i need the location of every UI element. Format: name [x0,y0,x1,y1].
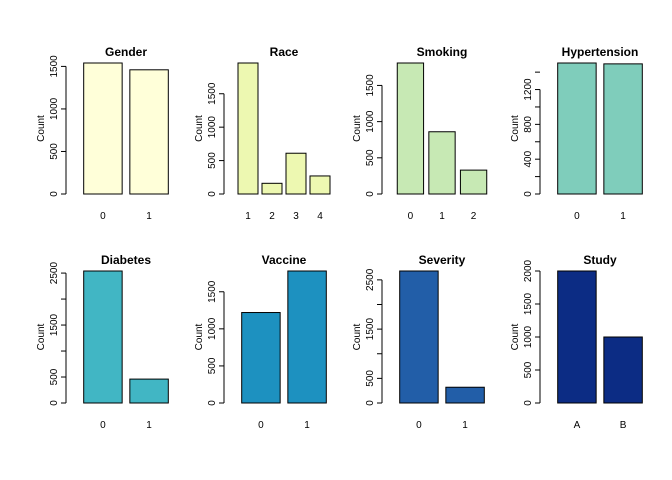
y-tick-label: 2500 [49,262,60,285]
bar-2 [261,182,283,195]
y-tick-label: 0 [49,400,60,406]
y-tick-label: 400 [523,150,534,167]
x-tick-label: B [620,420,627,431]
y-tick-label: 2000 [523,259,534,282]
y-axis-label: Count [510,115,521,142]
bar-1 [129,69,169,195]
panel-title: Study [583,253,617,267]
panel-title: Severity [419,253,466,267]
panel-title: Hypertension [562,45,639,59]
x-tick-label: 1 [146,420,152,431]
bar-B [603,336,643,404]
y-tick-label: 1500 [523,292,534,315]
y-tick-label: 0 [207,191,218,197]
panel-smoking: Smoking 0 500 1000 1500 Count 0 1 2 [352,45,488,222]
x-tick-label: 0 [100,420,106,431]
y-tick-label: 500 [207,152,218,169]
y-tick-label: 500 [523,361,534,378]
x-tick-label: 0 [408,211,414,222]
bar-1 [237,62,259,195]
y-tick-label: 500 [365,149,376,166]
y-tick-label: 0 [523,400,534,406]
bar-0 [83,270,123,404]
panel-vaccine: Vaccine 0 500 1000 1500 Count 0 1 [194,253,327,431]
bar-2 [459,169,488,195]
y-tick-label: 800 [523,116,534,133]
x-tick-label: 1 [146,211,152,222]
panel-title: Diabetes [101,253,151,267]
y-tick-label: 1500 [49,55,60,78]
x-tick-label: 1 [620,211,626,222]
y-axis-label: Count [510,323,521,350]
bar-0 [83,62,123,195]
x-tick-label: 1 [439,211,445,222]
x-tick-label: 1 [462,420,468,431]
bar-1 [603,63,643,195]
y-tick-label: 500 [49,143,60,160]
x-tick-label: 1 [304,420,310,431]
x-tick-label: 0 [100,211,106,222]
x-tick-label: 3 [293,211,299,222]
bar-0 [399,270,439,404]
y-tick-label: 1000 [207,116,218,139]
y-axis-label: Count [352,323,363,350]
y-tick-label: 1500 [49,313,60,336]
bar-A [557,270,597,404]
x-tick-label: A [574,420,581,431]
panel-hypertension: Hypertension 0 400 800 1200 Count 0 1 [510,45,643,222]
bar-1 [428,131,456,195]
y-tick-label: 1000 [523,325,534,348]
y-tick-label: 1000 [365,110,376,133]
panel-title: Race [270,45,299,59]
panel-diabetes: Diabetes 0 500 1500 2500 Count 0 1 [36,253,169,431]
y-tick-label: 1200 [523,78,534,101]
bar-3 [285,152,307,195]
y-tick-label: 0 [365,400,376,406]
panel-gender: Gender 0 500 1000 1500 Count 0 1 [36,45,169,222]
y-tick-label: 1500 [207,82,218,105]
panel-severity: Severity 0 500 1500 2500 Count 0 1 [352,253,485,431]
bar-1 [445,386,485,404]
bar-4 [309,175,331,195]
panel-title: Gender [105,45,147,59]
bar-1 [129,378,169,404]
y-tick-label: 1500 [365,318,376,341]
y-tick-label: 0 [49,191,60,197]
x-tick-label: 0 [416,420,422,431]
y-tick-label: 500 [207,357,218,374]
x-tick-label: 0 [258,420,264,431]
x-tick-label: 2 [471,211,477,222]
y-tick-label: 500 [365,370,376,387]
y-axis-label: Count [36,115,47,142]
x-tick-label: 2 [269,211,275,222]
y-tick-label: 0 [523,191,534,197]
y-tick-label: 1000 [207,317,218,340]
y-tick-label: 1500 [207,280,218,303]
y-axis-label: Count [352,115,363,142]
x-tick-label: 4 [317,211,323,222]
y-tick-label: 2500 [365,268,376,291]
panel-title: Vaccine [262,253,307,267]
panel-title: Smoking [417,45,468,59]
bar-0 [557,62,597,195]
y-tick-label: 1000 [49,97,60,120]
bar-1 [287,270,327,404]
y-axis-label: Count [36,323,47,350]
x-tick-label: 1 [245,211,251,222]
y-tick-label: 1500 [365,74,376,97]
y-tick-label: 500 [49,368,60,385]
y-axis-label: Count [194,115,205,142]
bar-0 [241,312,281,404]
y-axis-label: Count [194,323,205,350]
x-tick-label: 0 [574,211,580,222]
y-tick-label: 0 [365,191,376,197]
panel-study: Study 0 500 1000 1500 2000 Count A B [510,253,643,431]
y-tick-label: 0 [207,400,218,406]
bar-0 [396,62,425,195]
